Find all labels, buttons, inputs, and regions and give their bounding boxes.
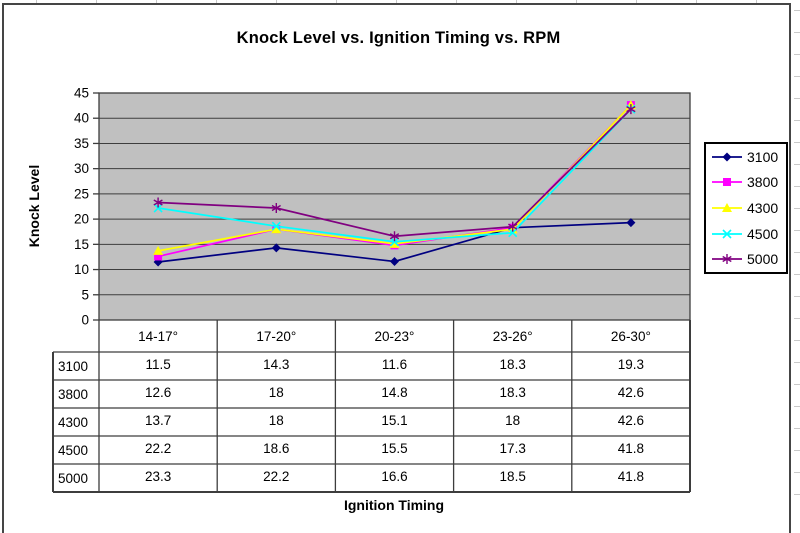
table-cell-value: 18.3 [500,385,526,400]
y-tick-label: 25 [74,186,89,201]
category-label: 17-20° [256,329,296,344]
legend-item: 5000 [706,247,786,272]
table-cell-value: 41.8 [618,469,644,484]
legend-key-icon [712,254,742,265]
marker-x [722,229,732,239]
table-cell-value: 16.6 [381,469,407,484]
category-label: 14-17° [138,329,178,344]
table-cell-value: 19.3 [618,357,644,372]
table-cell-value: 14.3 [263,357,289,372]
table-row-label: 3800 [58,387,88,402]
table-cell-value: 18.3 [500,357,526,372]
table-cell-value: 11.6 [382,357,407,372]
category-label: 26-30° [611,329,651,344]
marker-square [154,252,163,261]
table-cell-value: 18.5 [500,469,526,484]
marker-x [508,228,518,238]
table-cell-value: 18 [505,413,520,428]
category-label: 23-26° [493,329,533,344]
marker-diamond [722,152,732,162]
marker-x [271,221,281,231]
plot-area: 0 5 10 15 20 25 30 35 40 45 14-17° 17-20° 20-23° 23-2… [52,86,691,493]
marker-x [153,203,163,213]
marker-diamond [271,243,281,253]
y-tick-label: 40 [74,111,89,126]
marker-triangle [722,202,732,212]
marker-diamond [390,256,399,266]
table-cell-value: 22.2 [263,469,289,484]
table-row-label: 5000 [58,471,88,486]
table-cell-value: 23.3 [145,469,171,484]
marker-x [389,237,400,247]
table-cell-value: 18 [269,385,284,400]
legend: 3100 3800 4300 4500 5000 [704,142,788,274]
table-row-label: 4300 [58,415,88,430]
table-cell-value: 18 [269,413,284,428]
table-cell-value: 15.5 [381,441,407,456]
y-tick-label: 45 [74,86,89,101]
x-axis-title: Ignition Timing [343,497,445,513]
worksheet-gridlines-top [0,0,800,4]
y-tick-label: 30 [74,161,89,176]
table-row-label: 4500 [58,443,88,458]
legend-item: 4500 [706,221,786,246]
table-cell-value: 14.8 [381,385,407,400]
worksheet-gridlines-right [794,0,800,523]
y-tick-label: 35 [74,136,89,151]
marker-triangle [389,238,400,248]
chart-frame: Knock Level vs. Ignition Timing vs. RPM … [2,3,791,533]
marker-star [271,203,281,214]
table-cell-value: 15.1 [381,413,407,428]
legend-key-icon [712,152,742,162]
legend-item: 4300 [706,195,786,220]
marker-square [723,178,731,187]
table-cell-value: 42.6 [618,413,644,428]
table-cell-value: 13.7 [145,413,171,428]
category-label: 20-23° [375,329,415,344]
y-tick-label: 10 [74,262,89,277]
marker-triangle [271,224,282,234]
table-cell-value: 41.8 [618,441,644,456]
table-cell-value: 18.6 [263,441,289,456]
marker-star [626,104,636,115]
legend-label: 4500 [747,225,779,242]
table-cell-value: 12.6 [145,385,171,400]
chart-title: Knock Level vs. Ignition Timing vs. RPM [236,29,561,47]
marker-star [722,254,732,265]
plot-background [98,92,691,321]
marker-triangle [153,245,164,255]
y-tick-label: 5 [81,287,89,302]
legend-key-icon [712,178,742,187]
legend-label: 4300 [747,199,779,216]
table-cell-value: 11.5 [145,357,170,372]
table-cell-value: 17.3 [500,441,526,456]
marker-star [389,231,400,242]
legend-key-icon [712,202,742,212]
marker-star [508,221,518,232]
y-tick-label: 0 [81,313,89,328]
y-tick-label: 15 [74,237,89,252]
table-cell-value: 42.6 [618,385,644,400]
table-row-label: 3100 [58,359,88,374]
marker-diamond [626,218,636,228]
legend-key-icon [712,229,742,239]
legend-label: 3800 [747,174,779,191]
legend-item: 3100 [706,144,786,169]
marker-star [153,197,163,208]
legend-item: 3800 [706,170,786,195]
legend-label: 3100 [747,148,779,165]
y-tick-label: 20 [74,212,89,227]
table-cell-value: 22.2 [145,441,171,456]
legend-label: 5000 [747,251,779,268]
